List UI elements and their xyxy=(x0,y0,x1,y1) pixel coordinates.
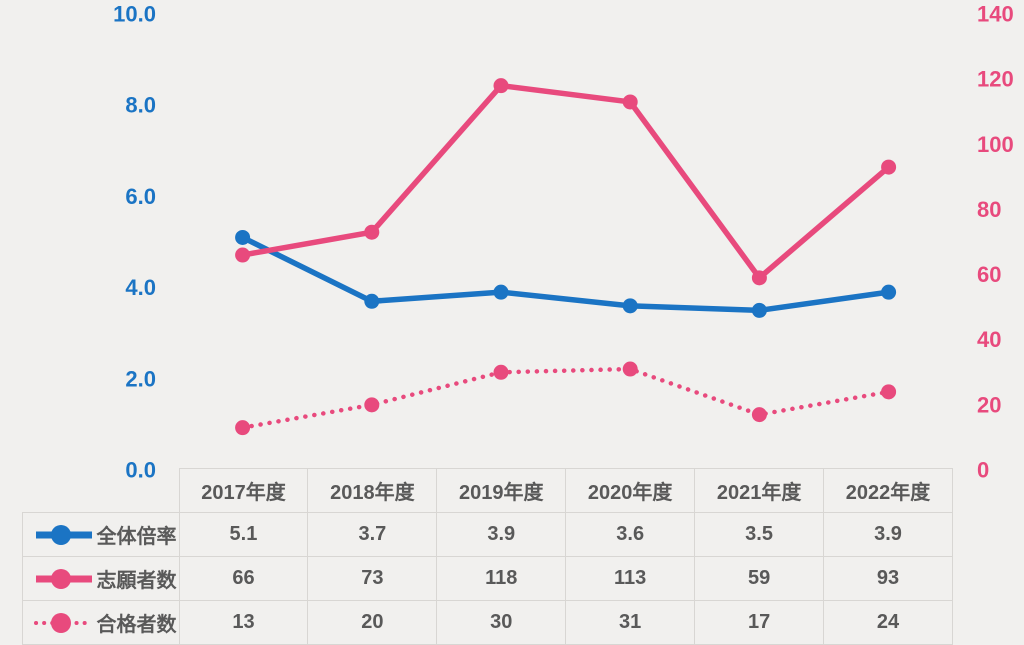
value-cell: 3.6 xyxy=(565,512,696,557)
data-point-marker xyxy=(235,229,251,245)
value-cell: 113 xyxy=(565,556,696,601)
left-axis-tick-label: 6.0 xyxy=(125,184,156,209)
data-point-marker xyxy=(364,397,380,413)
value-cell: 59 xyxy=(694,556,825,601)
data-point-marker xyxy=(881,284,897,300)
left-axis-tick-label: 2.0 xyxy=(125,366,156,391)
value-cell: 30 xyxy=(436,600,567,645)
data-point-marker xyxy=(751,407,767,423)
series-line xyxy=(242,82,891,282)
value-cell: 5.1 xyxy=(178,512,309,557)
right-axis-tick-label: 0 xyxy=(977,458,989,483)
series-name-label: 志願者数 xyxy=(96,570,177,592)
left-axis-tick-label: 0.0 xyxy=(125,458,156,483)
dotted-line-legend-icon xyxy=(33,612,94,633)
left-axis-tick-label: 10.0 xyxy=(113,2,156,27)
series-overall-ratio xyxy=(235,229,897,318)
data-point-marker xyxy=(881,159,897,175)
data-point-marker xyxy=(235,247,251,263)
value-cell: 93 xyxy=(823,556,953,601)
series-accepted xyxy=(235,361,897,436)
data-point-marker xyxy=(622,94,638,110)
right-axis-tick-label: 120 xyxy=(977,67,1014,92)
series-name-label: 合格者数 xyxy=(96,614,177,636)
solid-line-legend-icon xyxy=(35,524,92,545)
right-axis-tick-label: 100 xyxy=(977,132,1014,157)
data-point-marker xyxy=(881,384,897,400)
value-cell: 17 xyxy=(694,600,825,645)
value-cell: 3.9 xyxy=(823,512,953,557)
year-header-cell: 2018年度 xyxy=(307,468,438,513)
data-point-marker xyxy=(622,361,638,377)
data-point-marker xyxy=(622,298,638,314)
data-point-marker xyxy=(364,224,380,240)
legend-cell-accepted: 合格者数 xyxy=(22,600,180,645)
table-corner-spacer xyxy=(23,469,180,513)
data-point-marker xyxy=(493,364,509,380)
table-row: 合格者数 13 20 30 31 17 24 xyxy=(22,600,953,645)
value-cell: 3.7 xyxy=(307,512,438,557)
series-applicants xyxy=(235,78,897,286)
data-point-marker xyxy=(751,270,767,286)
right-axis-tick-label: 140 xyxy=(977,2,1014,27)
left-axis-labels: 0.0 2.0 4.0 6.0 8.0 10.0 xyxy=(113,2,156,483)
table-row: 志願者数 66 73 118 113 59 93 xyxy=(22,556,953,601)
series-line xyxy=(241,234,889,314)
value-cell: 66 xyxy=(178,556,309,601)
data-point-marker xyxy=(493,284,509,300)
value-cell: 3.5 xyxy=(694,512,825,557)
left-axis-tick-label: 4.0 xyxy=(125,275,156,300)
data-table: 2017年度 2018年度 2019年度 2020年度 2021年度 2022年度 全体倍率… xyxy=(22,468,953,645)
left-axis-tick-label: 8.0 xyxy=(125,93,156,118)
right-axis-tick-label: 80 xyxy=(977,197,1001,222)
legend-cell-applicants: 志願者数 xyxy=(22,556,180,601)
year-header-cell: 2019年度 xyxy=(436,468,567,513)
year-header-cell: 2020年度 xyxy=(565,468,696,513)
right-axis-tick-label: 20 xyxy=(977,392,1001,417)
data-point-marker xyxy=(751,302,767,318)
value-cell: 3.9 xyxy=(436,512,567,557)
value-cell: 31 xyxy=(565,600,696,645)
year-header-cell: 2017年度 xyxy=(178,468,309,513)
value-cell: 13 xyxy=(178,600,309,645)
table-row: 全体倍率 5.1 3.7 3.9 3.6 3.5 3.9 xyxy=(22,512,953,557)
data-point-marker xyxy=(235,420,251,436)
right-axis-tick-label: 40 xyxy=(977,327,1001,352)
value-cell: 73 xyxy=(307,556,438,601)
series-line xyxy=(240,366,891,430)
series-name-label: 全体倍率 xyxy=(96,526,177,548)
year-header-cell: 2021年度 xyxy=(694,468,825,513)
value-cell: 20 xyxy=(307,600,438,645)
value-cell: 24 xyxy=(823,600,953,645)
solid-line-legend-icon xyxy=(35,568,92,589)
year-header-cell: 2022年度 xyxy=(823,468,953,513)
right-axis-labels: 0 20 40 60 80 100 120 140 xyxy=(977,2,1014,483)
table-header-row: 2017年度 2018年度 2019年度 2020年度 2021年度 2022年度 xyxy=(23,468,953,513)
right-axis-tick-label: 60 xyxy=(977,262,1001,287)
value-cell: 118 xyxy=(436,556,567,601)
data-point-marker xyxy=(364,293,380,309)
data-point-marker xyxy=(493,78,509,94)
legend-cell-overall-ratio: 全体倍率 xyxy=(22,512,180,557)
